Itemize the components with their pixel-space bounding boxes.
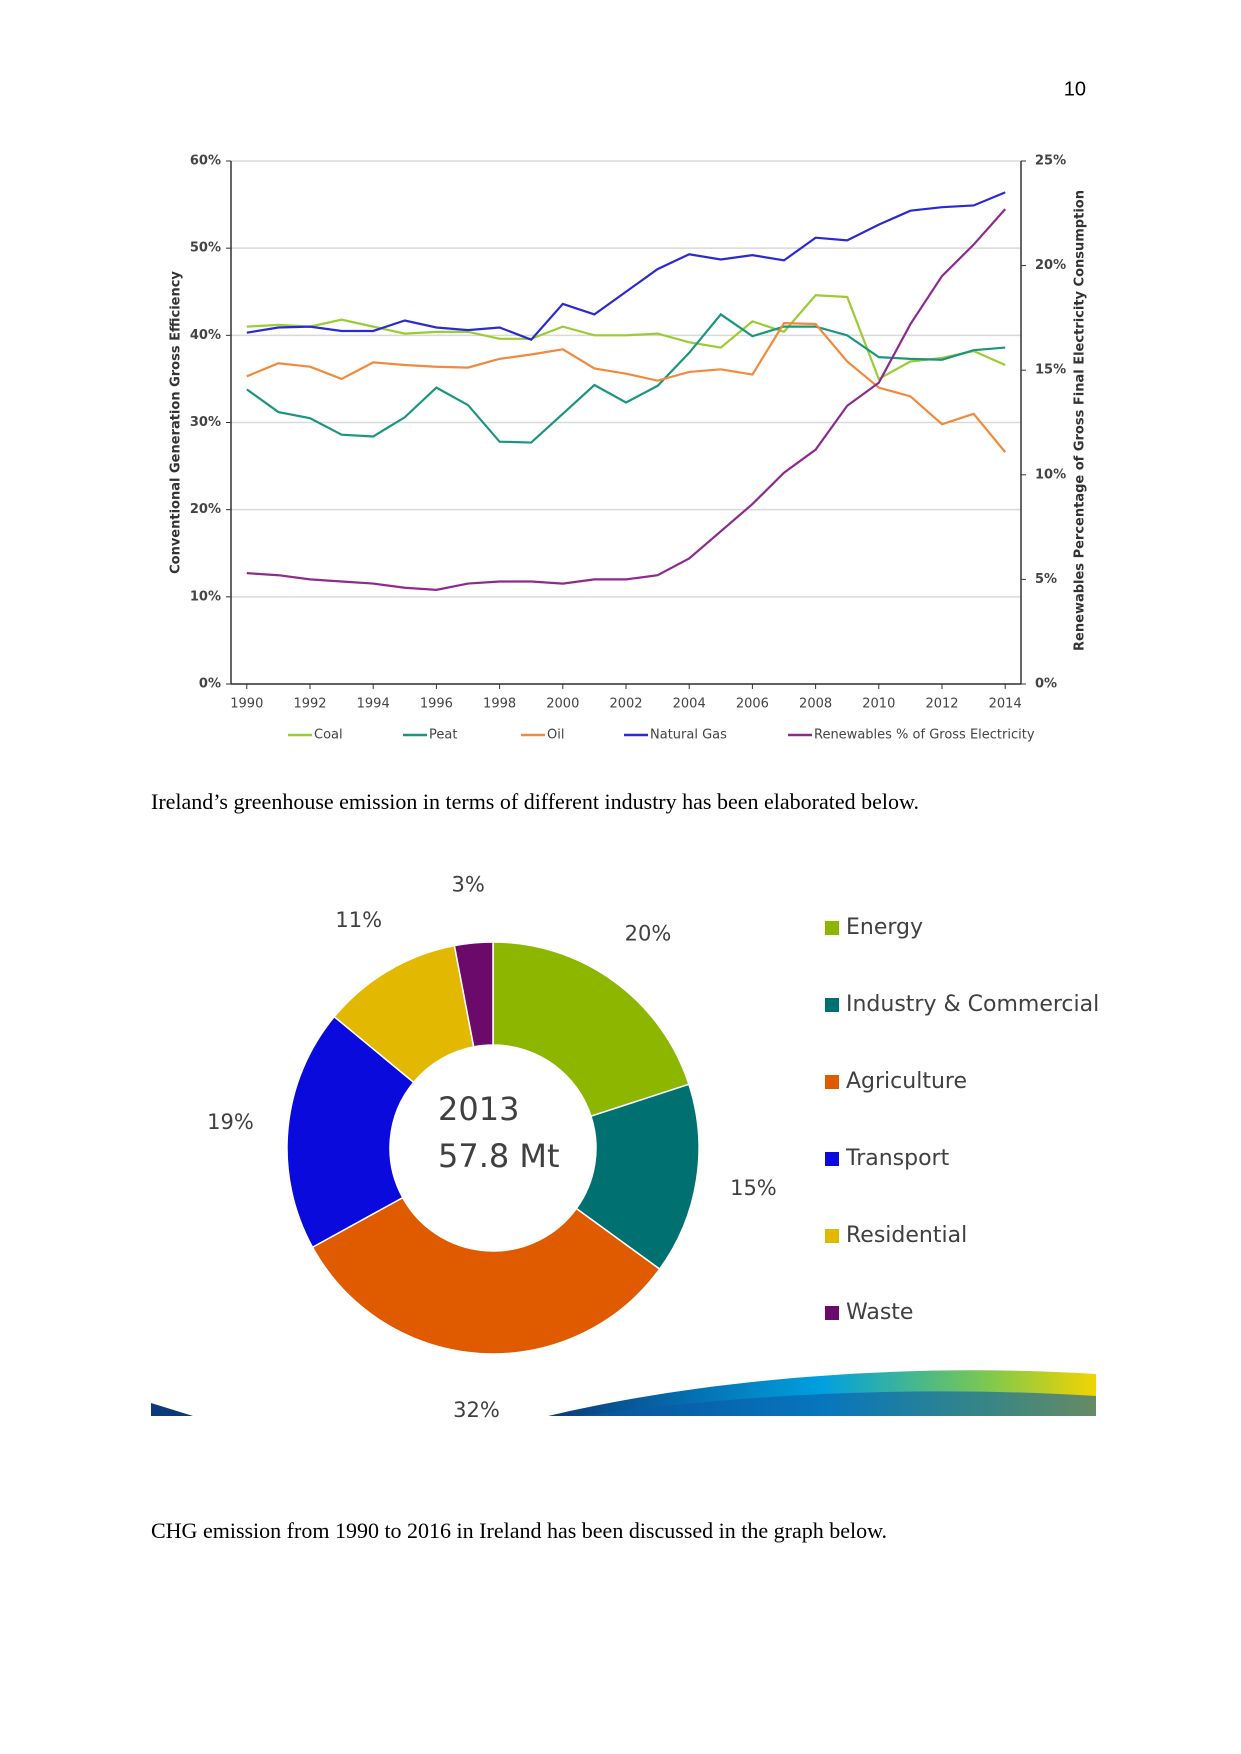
series-line	[246, 322, 1007, 453]
x-tick-label: 1998	[483, 697, 516, 712]
donut-segment	[453, 941, 494, 1048]
x-tick-label: 2002	[609, 697, 642, 712]
paragraph: Ireland’s greenhouse emission in terms o…	[151, 789, 919, 814]
legend-swatch	[825, 998, 839, 1012]
data-label: 11%	[335, 908, 382, 932]
x-tick-label: 2012	[925, 697, 958, 712]
series-line	[246, 208, 1007, 591]
legend-label: Oil	[547, 728, 564, 743]
y2-tick-label: 15%	[1035, 363, 1066, 378]
legend-swatch	[825, 1306, 839, 1320]
y-tick-label: 60%	[190, 154, 221, 169]
legend-swatch	[825, 921, 839, 935]
legend-label: Natural Gas	[650, 728, 727, 743]
series-line	[246, 294, 1006, 381]
center-label: 2013	[438, 1090, 519, 1128]
data-label: 19%	[207, 1110, 254, 1134]
series-line	[246, 312, 1006, 444]
legend-swatch	[825, 1229, 839, 1243]
y2-tick-label: 10%	[1035, 467, 1066, 482]
y2-tick-label: 25%	[1035, 154, 1066, 169]
y-tick-label: 0%	[199, 677, 221, 692]
y2-tick-label: 0%	[1035, 677, 1057, 692]
legend-label: Coal	[314, 728, 343, 743]
x-tick-label: 2004	[673, 697, 706, 712]
legend-label: Peat	[429, 728, 457, 743]
legend-label: Waste	[846, 1300, 913, 1325]
x-tick-label: 2010	[862, 697, 895, 712]
x-tick-label: 1992	[293, 697, 326, 712]
paragraph: CHG emission from 1990 to 2016 in Irelan…	[151, 1518, 888, 1543]
x-tick-label: 1996	[420, 697, 453, 712]
y2-tick-label: 20%	[1035, 258, 1066, 273]
data-label: 32%	[453, 1398, 500, 1422]
legend-label: Renewables % of Gross Electricity	[814, 728, 1035, 743]
legend-swatch	[825, 1075, 839, 1089]
y-tick-label: 40%	[190, 328, 221, 343]
x-tick-label: 2008	[799, 697, 832, 712]
donut-segment	[311, 1196, 661, 1355]
y-tick-label: 10%	[190, 589, 221, 604]
legend-label: Energy	[846, 915, 923, 940]
data-label: 15%	[730, 1176, 777, 1200]
data-label: 20%	[625, 922, 672, 946]
decorative-swoosh	[151, 1370, 1096, 1416]
y-tick-label: 50%	[190, 241, 221, 256]
x-tick-label: 1990	[230, 697, 263, 712]
x-tick-label: 1994	[357, 697, 390, 712]
legend-swatch	[825, 1152, 839, 1166]
center-label: 57.8 Mt	[438, 1137, 560, 1175]
y-tick-label: 20%	[190, 502, 221, 517]
series-line	[246, 191, 1006, 341]
x-tick-label: 2000	[546, 697, 579, 712]
legend-label: Agriculture	[846, 1069, 967, 1094]
donut-segment	[492, 941, 690, 1118]
legend-label: Transport	[845, 1146, 950, 1171]
data-label: 3%	[452, 872, 485, 896]
page-number: 10	[1064, 78, 1086, 100]
x-tick-label: 2006	[736, 697, 769, 712]
donut-segment	[286, 1015, 415, 1249]
y-tick-label: 30%	[190, 415, 221, 430]
y-axis-title: Conventional Generation Gross Efficiency	[169, 271, 184, 574]
legend-label: Residential	[846, 1223, 967, 1248]
x-tick-label: 2014	[989, 697, 1022, 712]
y2-axis-title: Renewables Percentage of Gross Final Ele…	[1073, 190, 1088, 651]
donut-segment	[575, 1083, 700, 1271]
legend-label: Industry & Commercial	[846, 992, 1099, 1017]
y2-tick-label: 5%	[1035, 572, 1057, 587]
